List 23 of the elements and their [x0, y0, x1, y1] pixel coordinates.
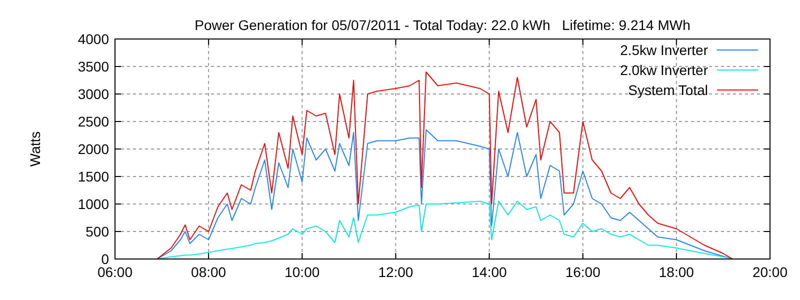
y-tick-label: 1000: [78, 196, 110, 212]
x-tick-label: 06:00: [97, 264, 133, 280]
x-tick-label: 12:00: [378, 264, 414, 280]
x-tick-label: 14:00: [472, 264, 508, 280]
x-tick-label: 20:00: [752, 264, 788, 280]
chart-title: Power Generation for 05/07/2011 - Total Today: 22.0 kWh Lifetime: 9.214 MWh: [194, 17, 690, 33]
legend-label: 2.5kw Inverter: [620, 42, 708, 58]
y-tick-label: 500: [86, 224, 110, 240]
y-tick-label: 3000: [78, 86, 110, 102]
x-tick-label: 08:00: [191, 264, 226, 280]
y-tick-label: 2500: [78, 114, 110, 130]
legend-label: System Total: [628, 82, 708, 98]
y-tick-label: 2000: [78, 141, 110, 157]
y-axis-title: Watts: [27, 131, 43, 167]
legend-label: 2.0kw Inverter: [620, 62, 708, 78]
y-tick-label: 4000: [78, 31, 110, 47]
y-tick-label: 0: [101, 251, 110, 267]
x-tick-label: 10:00: [284, 264, 320, 280]
y-tick-label: 3500: [78, 58, 110, 74]
x-tick-label: 16:00: [565, 264, 601, 280]
x-tick-label: 18:00: [658, 264, 694, 280]
line-series: [156, 200, 734, 260]
y-tick-label: 1500: [78, 168, 110, 184]
